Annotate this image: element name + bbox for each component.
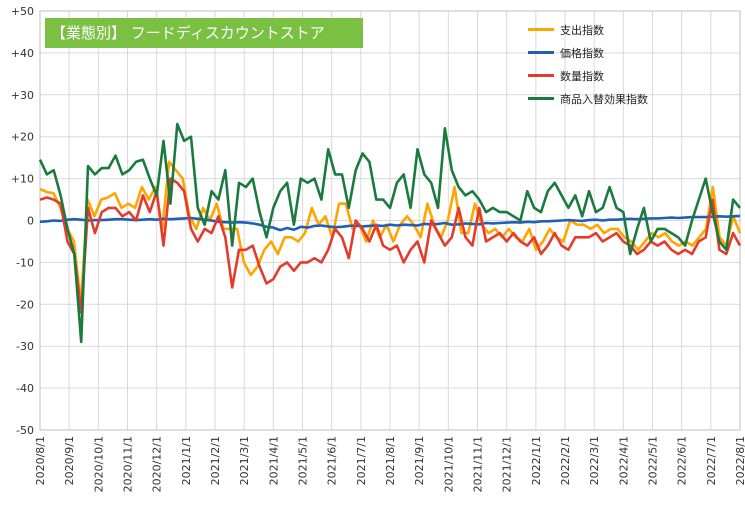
x-tick-label: 2021/11/1: [472, 436, 485, 492]
y-tick-label: +20: [11, 131, 34, 144]
legend-label-price: 価格指数: [560, 46, 604, 60]
x-axis-ticks: 2020/8/1 2020/9/1 2020/10/1 2020/11/1 2020/1…: [34, 436, 745, 492]
y-tick-label: -20: [16, 298, 34, 311]
x-tick-label: 2021/8/1: [384, 436, 397, 485]
x-tick-label: 2020/11/1: [122, 436, 135, 492]
legend-label-quantity: 数量指数: [560, 69, 604, 83]
x-tick-label: 2020/9/1: [63, 436, 76, 485]
legend-swatch-replacement: [528, 97, 554, 100]
y-tick-label: +30: [11, 89, 34, 102]
x-tick-label: 2020/12/1: [151, 436, 164, 492]
legend-item-spending: 支出指数: [528, 18, 698, 41]
y-tick-label: -50: [16, 424, 34, 437]
legend-swatch-quantity: [528, 74, 554, 77]
x-tick-label: 2021/2/1: [209, 436, 222, 485]
x-tick-label: 2021/9/1: [413, 436, 426, 485]
x-tick-label: 2022/3/1: [588, 436, 601, 485]
x-tick-label: 2020/10/1: [92, 436, 105, 492]
y-tick-label: +40: [11, 47, 34, 60]
y-tick-label: -40: [16, 382, 34, 395]
x-tick-label: 2022/2/1: [559, 436, 572, 485]
legend-label-replacement: 商品入替効果指数: [560, 92, 648, 106]
chart-title: 【業態別】 フードディスカウントストア: [45, 18, 363, 48]
series-lines: [38, 122, 742, 344]
legend-item-quantity: 数量指数: [528, 64, 698, 87]
x-tick-label: 2021/4/1: [267, 436, 280, 485]
x-tick-label: 2021/6/1: [326, 436, 339, 485]
legend-swatch-spending: [528, 28, 554, 31]
legend-item-price: 価格指数: [528, 41, 698, 64]
x-tick-label: 2022/8/1: [734, 436, 745, 485]
x-tick-label: 2021/3/1: [238, 436, 251, 485]
x-tick-label: 2021/1/1: [180, 436, 193, 485]
y-tick-label: 0: [27, 215, 34, 228]
x-tick-label: 2021/7/1: [355, 436, 368, 485]
y-axis-ticks: +50 +40 +30 +20 +10 0 -10 -20 -30 -40 -50: [11, 5, 34, 437]
x-tick-label: 2022/5/1: [647, 436, 660, 485]
legend-item-replacement: 商品入替効果指数: [528, 87, 698, 110]
x-tick-label: 2022/7/1: [705, 436, 718, 485]
legend: 支出指数 価格指数 数量指数 商品入替効果指数: [528, 18, 698, 110]
y-tick-label: -30: [16, 340, 34, 353]
series-line-replacement: [38, 122, 741, 344]
x-tick-label: 2020/8/1: [34, 436, 47, 485]
x-tick-label: 2021/5/1: [297, 436, 310, 485]
y-tick-label: +50: [11, 5, 34, 18]
x-tick-label: 2022/6/1: [676, 436, 689, 485]
legend-label-spending: 支出指数: [560, 23, 604, 37]
x-tick-label: 2021/10/1: [442, 436, 455, 492]
y-tick-label: +10: [11, 173, 34, 186]
x-tick-label: 2022/4/1: [617, 436, 630, 485]
legend-swatch-price: [528, 51, 554, 54]
x-tick-label: 2021/12/1: [501, 436, 514, 492]
x-tick-label: 2022/1/1: [530, 436, 543, 485]
y-tick-label: -10: [16, 256, 34, 269]
